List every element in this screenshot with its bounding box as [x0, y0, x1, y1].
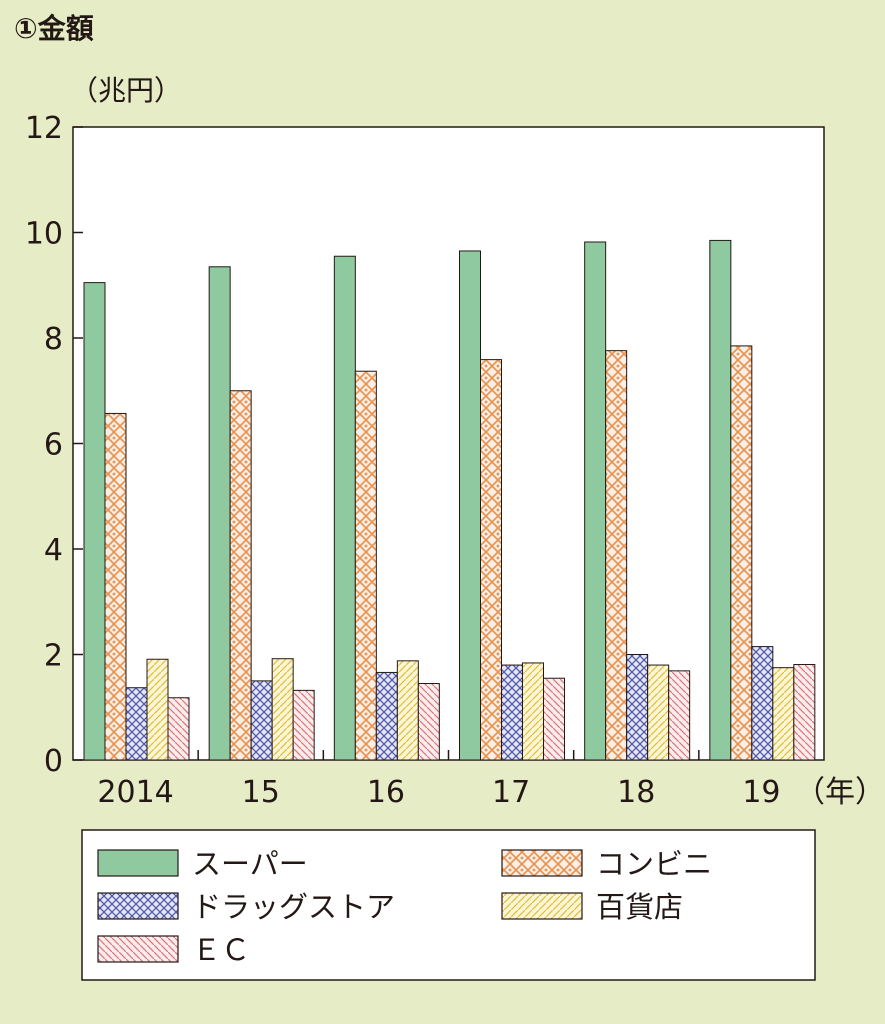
y-tick-label: 4 — [44, 533, 63, 568]
y-tick-label: 8 — [44, 322, 63, 357]
x-tick-label: 16 — [367, 775, 405, 810]
bar-4-2 — [417, 683, 440, 761]
bar-0-2 — [333, 255, 356, 761]
bar-3-4 — [647, 664, 670, 761]
x-axis-unit: （年） — [795, 775, 885, 810]
y-axis: 0 2 4 6 8 10 12 — [25, 111, 83, 779]
bar-1-4 — [605, 350, 628, 761]
bar-3-3 — [522, 662, 544, 761]
bar-3-2 — [396, 660, 419, 761]
legend-label: ＥＣ — [192, 933, 250, 967]
legend-swatch — [97, 892, 179, 920]
bar-2-3 — [501, 664, 523, 761]
legend-label: 百貨店 — [596, 890, 683, 924]
x-tick-label: 19 — [742, 775, 780, 810]
bar-0-1 — [208, 266, 231, 761]
bar-1-1 — [229, 390, 252, 761]
y-tick-label: 10 — [25, 217, 63, 252]
chart-title: ①金額 — [14, 12, 94, 45]
y-tick-label: 6 — [44, 428, 63, 463]
legend-swatch — [501, 892, 583, 920]
bar-0-4 — [584, 241, 607, 761]
bar-1-5 — [730, 345, 753, 761]
bar-2-1 — [250, 680, 273, 761]
bar-1-0 — [104, 412, 127, 761]
legend-label: コンビニ — [596, 847, 712, 881]
x-tick-label: 18 — [617, 775, 655, 810]
bar-3-0 — [146, 658, 169, 761]
bar-0-5 — [709, 239, 732, 761]
bars — [83, 239, 816, 761]
y-axis-unit: （兆円） — [70, 74, 182, 107]
x-axis: 2014 15 16 17 18 19 — [97, 750, 781, 810]
y-tick-label: 12 — [25, 111, 63, 146]
legend-swatch — [501, 849, 583, 877]
legend-swatch — [97, 849, 179, 877]
legend-box — [81, 829, 816, 981]
bar-2-0 — [125, 687, 148, 761]
bar-2-4 — [626, 654, 649, 761]
bar-1-3 — [480, 359, 502, 761]
legend-label: スーパー — [192, 847, 308, 881]
bar-0-3 — [459, 250, 481, 761]
bar-3-1 — [271, 658, 294, 761]
y-tick-label: 0 — [44, 744, 63, 779]
bar-4-1 — [292, 689, 315, 761]
y-tick-label: 2 — [44, 639, 63, 674]
legend-swatch — [97, 935, 179, 963]
bar-4-5 — [793, 664, 816, 761]
legend-label: ドラッグストア — [192, 890, 395, 924]
bar-1-2 — [354, 370, 377, 761]
bar-4-4 — [668, 670, 691, 761]
bar-3-5 — [772, 667, 795, 761]
bar-4-0 — [167, 697, 190, 761]
x-tick-label: 17 — [492, 775, 530, 810]
bar-4-3 — [543, 677, 565, 761]
plot-area — [72, 126, 825, 761]
bar-0-0 — [83, 282, 106, 761]
bar-2-5 — [751, 646, 774, 761]
x-tick-label: 2014 — [97, 775, 173, 810]
x-tick-label: 15 — [242, 775, 280, 810]
bar-2-2 — [375, 671, 398, 761]
